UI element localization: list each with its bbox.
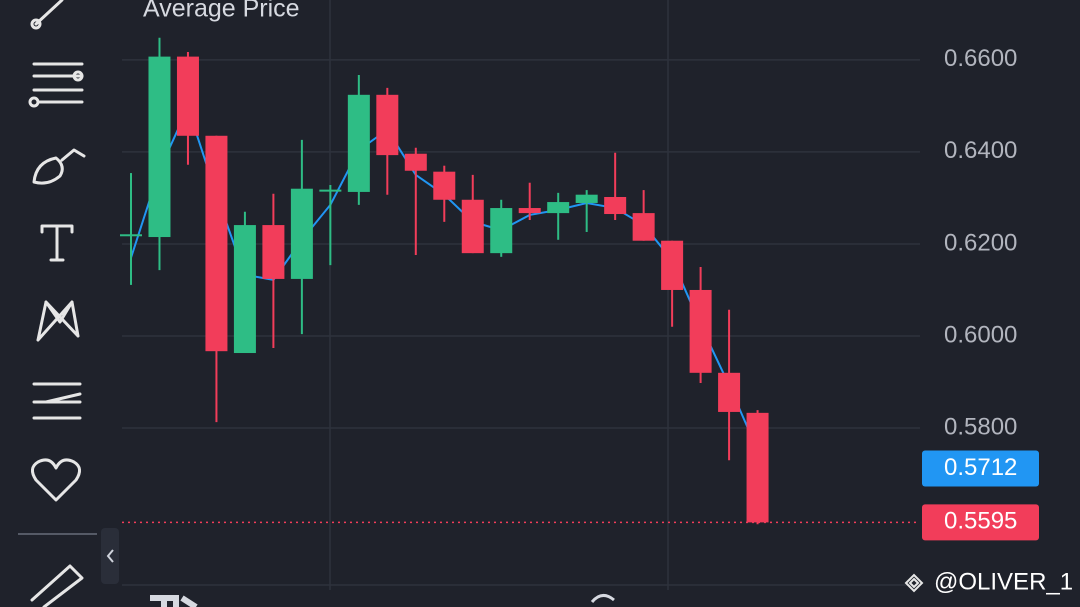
plot: 0.6600 0.6400 0.6200 0.6000 0.5800: [120, 37, 1017, 525]
candle-body: [433, 171, 456, 200]
candle-body: [120, 234, 142, 237]
candle-body: [347, 94, 370, 192]
candle-body: [176, 56, 199, 136]
undo-icon[interactable]: [590, 594, 615, 604]
favorites-tool[interactable]: [31, 458, 81, 502]
candle-body: [746, 412, 769, 523]
pattern-tool[interactable]: [36, 300, 80, 342]
price-marker-label: 0.5595: [944, 508, 1017, 535]
collapse-button[interactable]: [101, 528, 119, 584]
candle-body: [376, 94, 399, 156]
collapse-arrow: [106, 549, 114, 563]
price-marker-box: [922, 504, 1039, 541]
fib-handle: [72, 70, 84, 82]
price-marker-box: [922, 450, 1039, 487]
candle-body: [233, 225, 256, 354]
brush-tool[interactable]: [32, 148, 86, 185]
text-tool[interactable]: [40, 224, 74, 262]
y-tick-label: 0.6200: [944, 229, 1017, 256]
candle-body: [148, 56, 171, 238]
y-tick-label: 0.6600: [944, 45, 1017, 72]
fib-tool[interactable]: [32, 62, 84, 104]
candle-body: [632, 213, 655, 241]
trend-line-tool[interactable]: [34, 0, 64, 26]
watermark-icon: [904, 573, 924, 593]
fib-handle: [28, 96, 40, 108]
y-tick-label: 0.6000: [944, 321, 1017, 348]
candle-body: [461, 199, 484, 254]
legend-label: Average Price: [143, 0, 300, 23]
candle-body: [290, 188, 313, 279]
prediction-tool[interactable]: [32, 382, 82, 420]
candle-body: [490, 208, 513, 254]
candle-body: [575, 194, 598, 203]
candle-body: [661, 240, 684, 290]
price-marker-label: 0.5712: [944, 454, 1017, 481]
logo: [150, 595, 198, 607]
trend-line-handle: [30, 18, 42, 30]
candle-body: [689, 289, 712, 373]
candle-body: [205, 135, 228, 352]
toolbar: [18, 0, 119, 607]
candle-body: [604, 196, 627, 215]
candle-body: [262, 225, 285, 279]
candle-body: [319, 189, 342, 192]
y-tick-label: 0.6400: [944, 137, 1017, 164]
y-tick-label: 0.5800: [944, 413, 1017, 440]
candle-body: [718, 372, 741, 412]
candle-body: [547, 202, 570, 214]
ruler-tool[interactable]: [30, 564, 84, 607]
candle-body: [518, 208, 541, 214]
watermark: @OLIVER_1: [934, 568, 1073, 595]
candle-body: [404, 153, 427, 171]
